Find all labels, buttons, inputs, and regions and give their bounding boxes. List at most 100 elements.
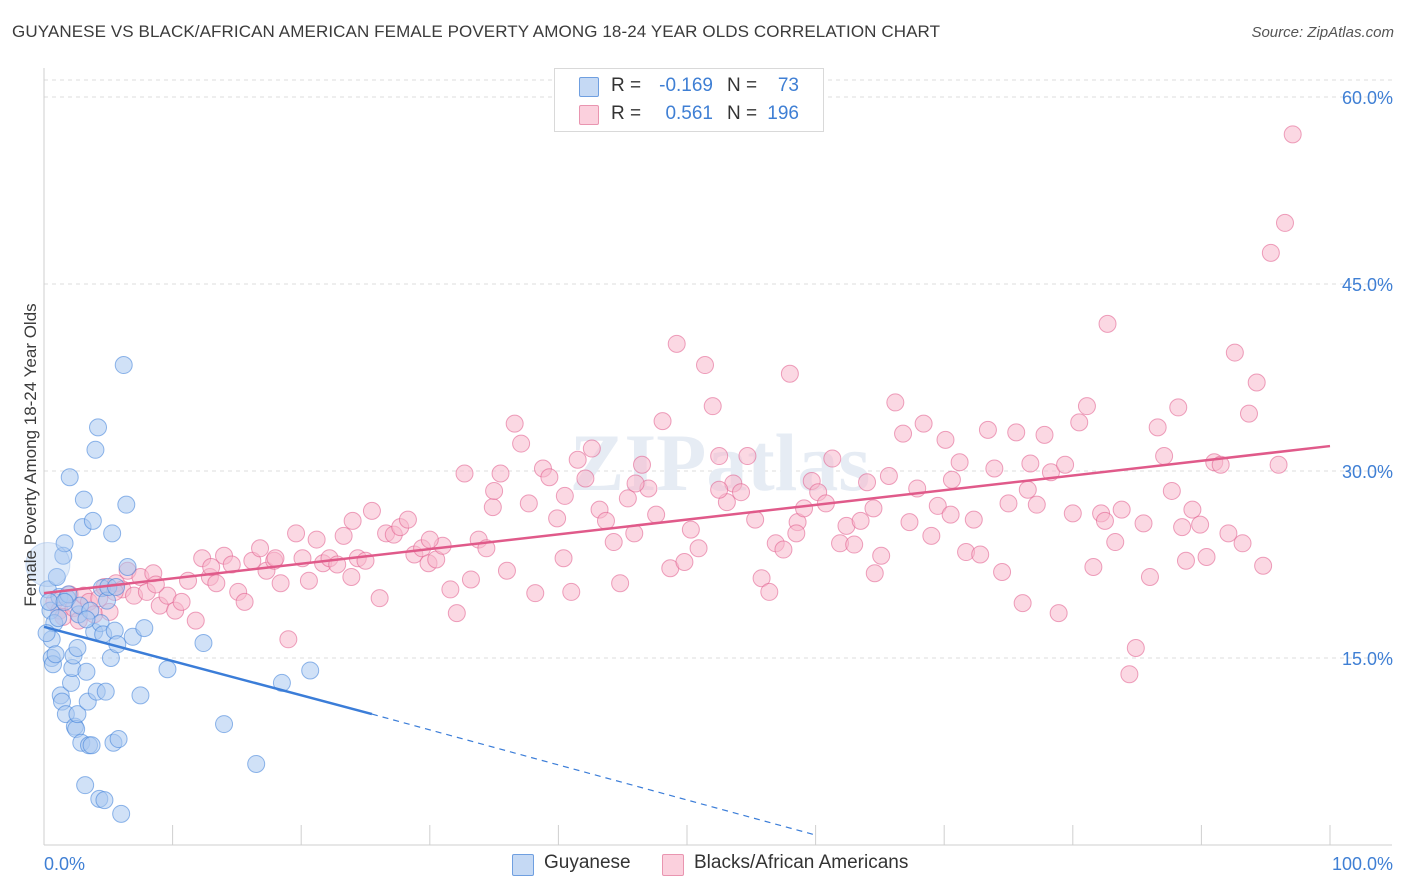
data-point	[362, 501, 381, 520]
data-point	[752, 569, 771, 588]
data-point	[118, 557, 137, 576]
data-point	[55, 534, 74, 553]
data-point	[604, 533, 623, 552]
data-point	[82, 736, 101, 755]
y-tick-label: 15.0%	[1342, 649, 1393, 669]
data-point	[194, 634, 213, 653]
data-point	[1035, 425, 1054, 444]
y-axis-label: Female Poverty Among 18-24 Year Olds	[21, 303, 40, 606]
data-point	[1134, 514, 1153, 533]
data-point	[1247, 373, 1266, 392]
data-point	[186, 611, 205, 630]
data-point	[941, 505, 960, 524]
data-point	[562, 582, 581, 601]
source-label: Source: ZipAtlas.com	[1251, 24, 1394, 41]
data-point	[83, 511, 102, 530]
data-point	[978, 420, 997, 439]
data-point	[235, 592, 254, 611]
data-point	[89, 418, 108, 437]
tick-labels: 15.0% 30.0% 45.0% 60.0% 0.0% 100.0%	[44, 88, 1393, 874]
data-point	[179, 571, 198, 590]
data-point	[1239, 404, 1258, 423]
legend-swatch-guyanese	[579, 77, 599, 97]
data-point	[1148, 418, 1167, 437]
data-point	[207, 574, 226, 593]
data-point	[886, 393, 905, 412]
data-point	[271, 574, 290, 593]
data-point	[632, 455, 651, 474]
data-point	[971, 545, 990, 564]
data-point	[1063, 504, 1082, 523]
data-point	[420, 530, 439, 549]
legend-row-black: R = 0.561 N = 196	[555, 101, 823, 127]
data-point	[342, 567, 361, 586]
data-point	[914, 414, 933, 433]
data-point	[398, 510, 417, 529]
data-point	[1021, 454, 1040, 473]
data-point	[540, 468, 559, 487]
data-point	[1254, 556, 1273, 575]
data-point	[1176, 551, 1195, 570]
data-point	[109, 730, 128, 749]
data-point	[1106, 533, 1125, 552]
data-point	[77, 610, 96, 629]
axes	[43, 68, 1392, 846]
legend-n-label: N =	[727, 103, 758, 124]
data-point	[681, 520, 700, 539]
data-point	[845, 535, 864, 554]
data-point	[25, 542, 71, 587]
data-point	[851, 511, 870, 530]
data-point	[1191, 515, 1210, 534]
data-point	[894, 424, 913, 443]
data-point	[1095, 511, 1114, 530]
data-point	[1173, 518, 1192, 537]
data-point	[222, 555, 241, 574]
data-point	[505, 414, 524, 433]
data-point	[1219, 524, 1238, 543]
data-point	[732, 483, 751, 502]
data-point	[993, 562, 1012, 581]
bottom-legend-swatch-black	[662, 854, 684, 876]
data-point	[55, 592, 74, 611]
data-point	[964, 510, 983, 529]
data-point	[1112, 500, 1131, 519]
data-point	[158, 660, 177, 679]
y-tick-label: 45.0%	[1342, 275, 1393, 295]
data-point	[999, 494, 1018, 513]
trend-line-guyanese-extension	[371, 713, 816, 836]
data-point	[107, 577, 126, 596]
data-point	[780, 364, 799, 383]
data-point	[1269, 455, 1288, 474]
data-point	[1211, 455, 1230, 474]
data-point	[576, 469, 595, 488]
data-point	[1183, 500, 1202, 519]
data-point	[703, 397, 722, 416]
data-point	[760, 582, 779, 601]
legend-n-value: 196	[767, 103, 799, 124]
data-point	[1077, 397, 1096, 416]
data-point	[582, 439, 601, 458]
data-point	[247, 754, 266, 773]
data-point	[872, 546, 891, 565]
data-point	[1098, 314, 1117, 333]
data-point	[738, 447, 757, 466]
data-point	[47, 567, 66, 586]
data-point	[343, 511, 362, 530]
data-point	[922, 526, 941, 545]
data-point	[1162, 481, 1181, 500]
data-point	[485, 481, 504, 500]
data-point	[519, 494, 538, 513]
data-point	[455, 464, 474, 483]
data-point	[1225, 343, 1244, 362]
data-point	[299, 571, 318, 590]
data-point	[950, 453, 969, 472]
data-point	[653, 412, 672, 431]
data-point	[96, 682, 115, 701]
data-point	[596, 511, 615, 530]
data-point	[1126, 639, 1145, 658]
data-point	[60, 468, 79, 487]
data-point	[68, 705, 87, 724]
legend-r-value: 0.561	[665, 103, 713, 124]
data-point	[1049, 604, 1068, 623]
data-point	[1233, 534, 1252, 553]
